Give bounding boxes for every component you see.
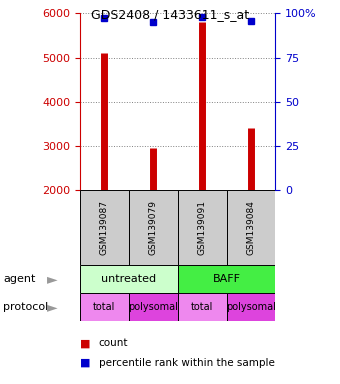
Bar <box>226 293 275 321</box>
Bar <box>129 293 177 321</box>
Text: GSM139087: GSM139087 <box>100 200 109 255</box>
Bar <box>226 190 275 265</box>
Text: polysomal: polysomal <box>226 302 276 312</box>
Bar <box>129 190 177 265</box>
Bar <box>177 190 226 265</box>
Bar <box>177 293 226 321</box>
Text: total: total <box>191 302 213 312</box>
Text: GSM139091: GSM139091 <box>198 200 207 255</box>
Text: polysomal: polysomal <box>128 302 178 312</box>
Text: percentile rank within the sample: percentile rank within the sample <box>99 358 274 367</box>
Bar <box>80 190 129 265</box>
Text: ■: ■ <box>80 358 90 367</box>
Text: ►: ► <box>47 300 58 314</box>
Text: ►: ► <box>47 272 58 286</box>
Text: total: total <box>93 302 116 312</box>
Text: GSM139084: GSM139084 <box>246 200 255 255</box>
Text: count: count <box>99 338 128 348</box>
Text: protocol: protocol <box>3 302 49 312</box>
Text: untreated: untreated <box>101 274 156 284</box>
Bar <box>80 293 129 321</box>
Text: GSM139079: GSM139079 <box>149 200 158 255</box>
Bar <box>177 265 275 293</box>
Text: ■: ■ <box>80 338 90 348</box>
Bar <box>80 265 177 293</box>
Text: GDS2408 / 1433611_s_at: GDS2408 / 1433611_s_at <box>91 8 249 22</box>
Text: BAFF: BAFF <box>212 274 240 284</box>
Text: agent: agent <box>3 274 36 284</box>
